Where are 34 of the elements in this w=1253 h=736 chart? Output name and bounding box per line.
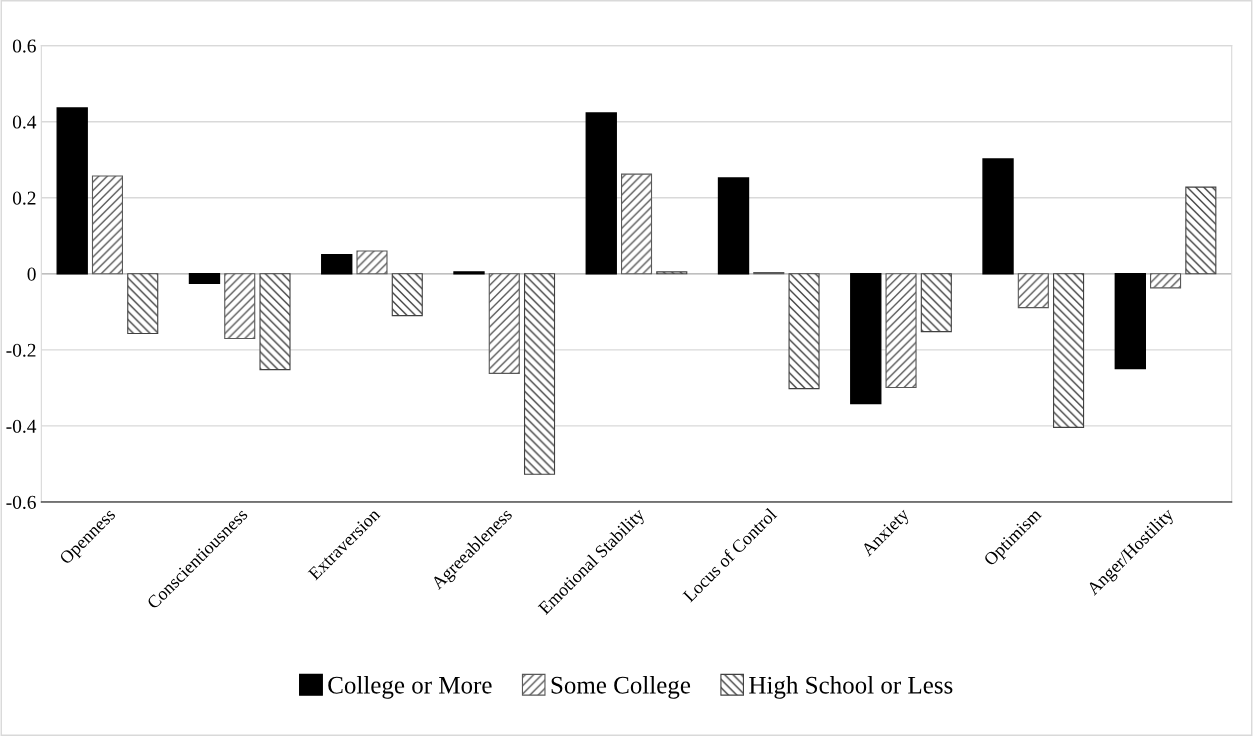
bar <box>523 273 556 475</box>
y-tick-label: -0.4 <box>6 419 37 433</box>
bar <box>188 273 221 284</box>
bar <box>1114 273 1146 370</box>
bar <box>1017 273 1049 309</box>
bar <box>127 273 159 335</box>
bar <box>1150 273 1182 289</box>
bar <box>1185 186 1217 275</box>
bar <box>91 175 124 275</box>
y-tick-label: -0.6 <box>6 495 36 509</box>
bar <box>788 273 820 390</box>
bar <box>56 107 88 275</box>
bar <box>620 173 653 275</box>
bar <box>391 273 423 317</box>
y-tick-label: 0.6 <box>12 39 36 53</box>
bar <box>850 273 882 405</box>
y-tick-label: 0.2 <box>12 191 36 205</box>
y-tick-label: 0.4 <box>12 115 37 129</box>
bar <box>321 254 353 275</box>
bar <box>717 177 750 275</box>
bar <box>1053 273 1085 428</box>
bar <box>982 158 1014 275</box>
bar <box>224 273 256 339</box>
bar <box>356 250 388 275</box>
legend-label: College or More <box>328 676 492 699</box>
legend-label: Some College <box>551 676 691 699</box>
legend-label: High School or Less <box>749 676 953 699</box>
bar <box>585 112 617 275</box>
bar <box>920 273 952 333</box>
bar <box>488 273 520 374</box>
bar <box>885 273 917 389</box>
y-tick-label: -0.2 <box>6 343 36 357</box>
bar <box>259 273 291 371</box>
y-tick-label: 0 <box>27 267 36 281</box>
